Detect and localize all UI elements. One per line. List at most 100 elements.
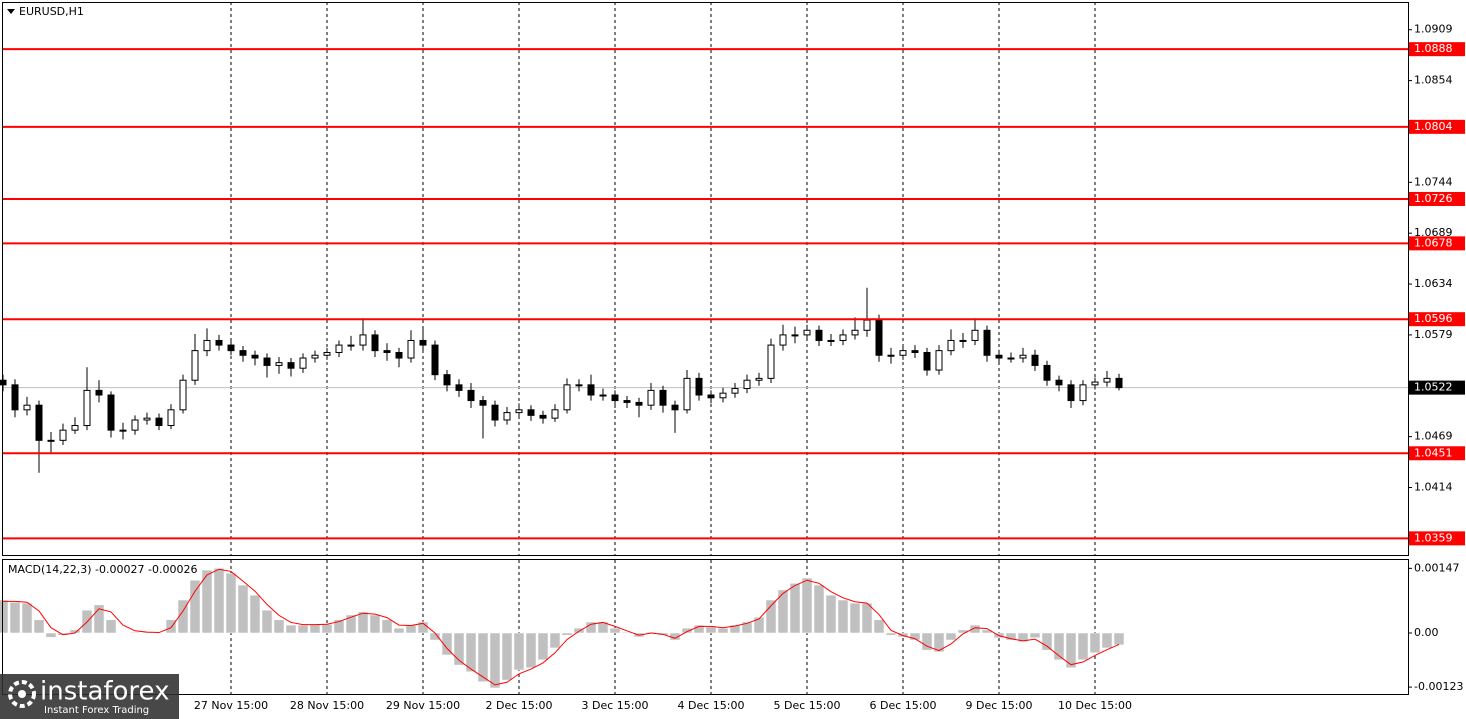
level-label-box [1409, 312, 1465, 327]
y-tick-label: 0.00 [1414, 626, 1439, 639]
candle-body [95, 389, 103, 396]
macd-bar [309, 623, 321, 634]
y-tick-label: 0.00147 [1414, 561, 1460, 574]
macd-bar [549, 632, 561, 649]
candle-body [443, 374, 451, 386]
macd-bar [825, 594, 837, 634]
x-tick-label: 10 Dec 15:00 [1058, 699, 1132, 712]
macd-bar [321, 623, 333, 634]
macd-bar [1041, 632, 1053, 651]
candle-body [479, 400, 487, 406]
macd-bar [405, 624, 417, 634]
level-label: 1.0359 [1414, 531, 1453, 544]
macd-bar [93, 604, 105, 634]
level-label: 1.0451 [1414, 446, 1453, 459]
candle-body [503, 412, 511, 421]
macd-bar [945, 632, 957, 641]
current-price-label: 1.0522 [1414, 381, 1453, 394]
macd-bar [189, 579, 201, 634]
candle-body [491, 404, 499, 421]
macd-bar [477, 632, 489, 683]
candle-body [695, 377, 703, 396]
macd-bar [213, 568, 225, 634]
macd-bar [501, 632, 513, 681]
y-tick-label: 1.0634 [1414, 277, 1453, 290]
candle-body [203, 339, 211, 352]
x-tick-label: 29 Nov 15:00 [386, 699, 460, 712]
main-panel-border [2, 2, 1409, 556]
candle-body [923, 351, 931, 371]
candle-body [359, 334, 367, 346]
candle-body [779, 334, 787, 346]
level-label-box [1409, 236, 1465, 251]
macd-bar [1077, 632, 1089, 661]
macd-bar [921, 632, 933, 651]
candle-body [995, 354, 1003, 359]
candle-body [1019, 354, 1027, 359]
macd-bar [837, 599, 849, 634]
candle-body [407, 339, 415, 359]
level-label-box [1409, 531, 1465, 546]
candle-body [59, 429, 67, 441]
macd-bar [609, 627, 621, 634]
level-label-box [1409, 191, 1465, 206]
candle-body [671, 404, 679, 411]
candle-body [299, 357, 307, 369]
candle-body [683, 377, 691, 411]
level-label-box [1409, 119, 1465, 134]
x-tick-label: 5 Dec 15:00 [774, 699, 841, 712]
logo-icon [8, 680, 36, 708]
macd-bar [1089, 632, 1101, 654]
candle-body [1091, 381, 1099, 386]
title-arrow [7, 9, 15, 14]
candle-body [1067, 384, 1075, 402]
candle-body [647, 389, 655, 406]
candle-body [551, 409, 559, 419]
macd-signal [3, 568, 1120, 686]
macd-bar [729, 624, 741, 634]
candle-body [83, 389, 91, 427]
candle-body [23, 404, 31, 411]
candle-body [563, 384, 571, 411]
x-tick-label: 4 Dec 15:00 [678, 699, 745, 712]
candle-body [851, 329, 859, 336]
macd-bar [765, 599, 777, 634]
macd-bar [297, 624, 309, 634]
candle-body [1007, 357, 1015, 360]
macd-bar [9, 601, 21, 634]
macd-bar [45, 632, 57, 638]
macd-bar [741, 621, 753, 634]
candle-body [947, 339, 955, 352]
macd-bar [345, 614, 357, 634]
candle-body [47, 439, 55, 442]
macd-bar [705, 626, 717, 634]
candle-body [587, 384, 595, 396]
candle-body [719, 392, 727, 399]
macd-bar [489, 632, 501, 689]
macd-bar [285, 624, 297, 634]
y-tick-label: 1.0744 [1414, 175, 1453, 188]
y-tick-label: 1.0469 [1414, 430, 1453, 443]
candle-body [707, 394, 715, 399]
macd-bar [717, 627, 729, 634]
candle-body [983, 329, 991, 356]
macd-bar [357, 611, 369, 634]
candle-body [815, 329, 823, 341]
macd-bar [861, 602, 873, 634]
candle-body [431, 344, 439, 376]
candle-body [839, 334, 847, 341]
y-tick-label: 1.0854 [1414, 74, 1453, 87]
candle-body [275, 362, 283, 366]
candle-body [383, 350, 391, 353]
x-tick-label: 28 Nov 15:00 [290, 699, 364, 712]
macd-bar [369, 614, 381, 634]
candle-body [611, 394, 619, 402]
candle-body [323, 351, 331, 356]
macd-panel-border [2, 559, 1409, 695]
macd-bar [1113, 632, 1125, 646]
candle-body [527, 409, 535, 416]
macd-bar [1065, 632, 1077, 668]
candle-body [287, 362, 295, 369]
candle-body [107, 394, 115, 431]
